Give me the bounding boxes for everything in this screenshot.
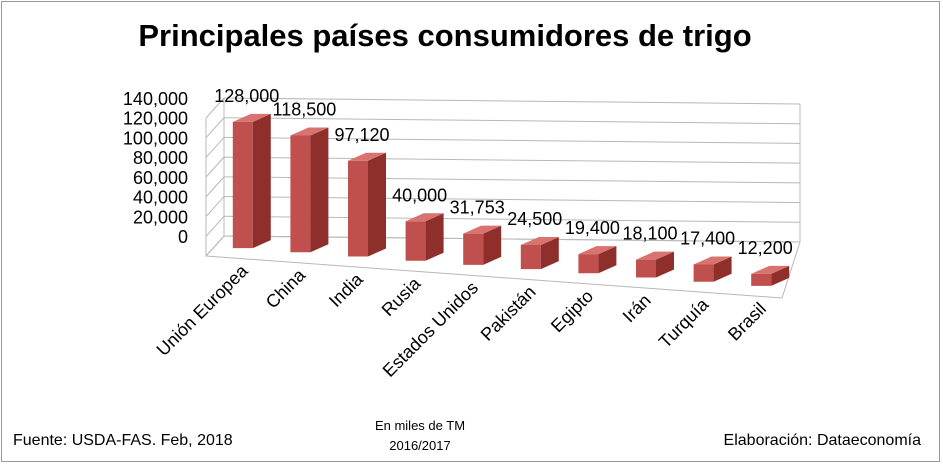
chart-title: Principales países consumidores de trigo: [138, 18, 752, 53]
y-tick-label: 0: [178, 227, 188, 247]
bar-front: [463, 233, 484, 265]
y-tick-label: 120,000: [123, 109, 188, 129]
data-label: 24,500: [507, 209, 562, 229]
gridline: [223, 117, 801, 125]
bar-front: [232, 121, 253, 249]
gridline-side: [205, 156, 225, 178]
bar-top: [636, 251, 674, 260]
bar-top: [405, 213, 444, 222]
source-note: Fuente: USDA-FAS. Feb, 2018: [13, 432, 233, 449]
x-tick-label: Unión Europea: [153, 260, 253, 360]
y-tick-label: 20,000: [133, 207, 188, 227]
units-label: En miles de TM: [374, 418, 466, 433]
data-label: 17,400: [680, 229, 735, 249]
y-tick-label: 80,000: [133, 148, 188, 168]
bar: [232, 113, 271, 249]
data-label: 97,120: [334, 125, 389, 145]
bar-top: [751, 265, 790, 274]
gridline-side: [205, 176, 225, 198]
data-label: 128,000: [214, 86, 279, 106]
bar-side: [310, 127, 329, 253]
data-label: 18,100: [622, 224, 677, 244]
bar-side: [598, 246, 617, 274]
bar: [290, 127, 329, 253]
bar-top: [463, 225, 502, 234]
bar-front: [290, 135, 311, 253]
bar: [348, 152, 386, 257]
gridline-side: [205, 97, 225, 119]
bar-top: [578, 246, 617, 255]
floor: [204, 235, 801, 299]
y-tick-label: 60,000: [133, 168, 188, 188]
x-tick-label: Pakistán: [477, 282, 540, 345]
bar-side: [771, 265, 790, 286]
bar: [405, 213, 444, 261]
bar-side: [656, 251, 674, 278]
x-tick-label: Egipto: [547, 286, 597, 336]
bar: [578, 246, 617, 274]
x-tick-label: Brasil: [724, 299, 770, 345]
data-label: 40,000: [392, 185, 447, 205]
x-tick-label: Rusia: [378, 273, 425, 320]
bar-side: [540, 236, 559, 270]
bar-top: [520, 236, 559, 245]
bar-front: [636, 259, 656, 278]
bar-side: [483, 225, 502, 265]
x-tick-label: Turquía: [655, 294, 713, 352]
y-tick-label: 40,000: [133, 188, 188, 208]
bar-front: [348, 160, 368, 257]
bar-top: [290, 127, 329, 136]
gridline-side: [205, 196, 225, 217]
bar-front: [693, 264, 714, 282]
bar-front: [751, 273, 772, 286]
bar-front: [405, 221, 426, 261]
x-tick-label: China: [262, 264, 310, 312]
data-label: 31,753: [450, 198, 505, 218]
bar-top: [693, 256, 732, 265]
units-note: En miles de TM 2016/2017: [360, 416, 480, 456]
gridline-side: [205, 137, 225, 158]
data-label: 118,500: [273, 99, 337, 119]
bar-top: [232, 113, 271, 122]
bar-side: [713, 256, 732, 282]
y-tick-label: 100,000: [123, 128, 188, 148]
bar-side: [252, 113, 271, 249]
bar-side: [368, 152, 386, 257]
y-tick-label: 140,000: [123, 89, 188, 109]
bar: [463, 225, 502, 265]
data-label: 19,400: [565, 218, 620, 238]
bar-top: [348, 152, 386, 161]
gridline-side: [205, 117, 225, 139]
x-tick-label: Irán: [619, 290, 655, 326]
x-tick-label: India: [325, 268, 367, 310]
bar: [693, 256, 732, 282]
bar-front: [520, 244, 541, 270]
bar: [636, 251, 674, 278]
data-label: 12,200: [738, 238, 793, 258]
bar-side: [425, 213, 444, 261]
gridline-side: [205, 215, 225, 237]
credit-note: Elaboración: Dataeconomía: [723, 432, 921, 449]
period-label: 2016/2017: [389, 438, 451, 453]
gridline: [223, 97, 801, 105]
bar: [520, 236, 559, 270]
bar: [751, 265, 790, 286]
bar-front: [578, 254, 599, 274]
